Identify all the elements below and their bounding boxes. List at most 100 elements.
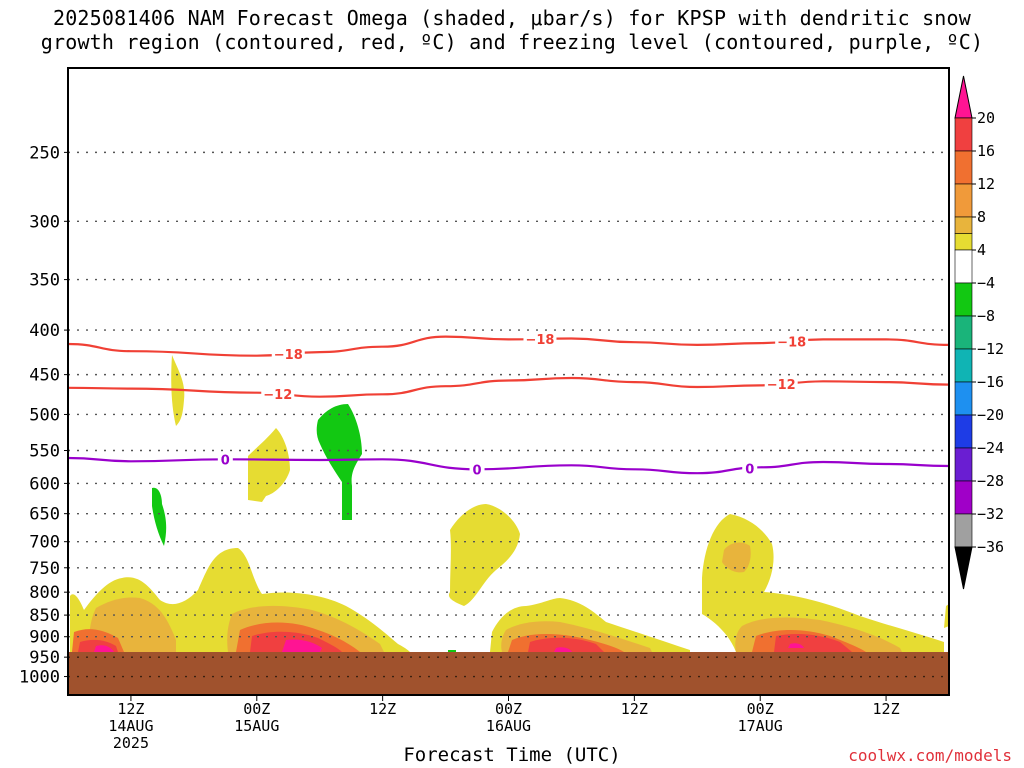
contour-line — [67, 456, 950, 475]
colorbar-label: 20 — [977, 109, 995, 127]
x-tick-label: 12Z — [873, 700, 900, 718]
x-tick-label: 12Z — [117, 700, 144, 718]
pressure-gridlines — [68, 151, 949, 638]
contour-line — [67, 335, 950, 357]
omega-shading — [70, 355, 949, 652]
colorbar-swatch — [954, 233, 973, 251]
colorbar-top-arrow — [954, 75, 973, 119]
x-tick-label: 00Z — [495, 700, 522, 718]
temperature-contours: −18 −18 −18 −12 −12 0 0 0 — [67, 330, 950, 478]
y-tick-label: 300 — [29, 212, 60, 232]
omega-region — [316, 404, 362, 520]
colorbar-swatch — [954, 381, 973, 416]
omega-colorbar: 20 16 12 8 4 −4 −8 −12 −16 −20 −24 −28 −32 −36 — [954, 75, 1004, 590]
omega-region — [702, 514, 944, 652]
contour-label-bg — [742, 460, 758, 476]
y-tick-label: 600 — [29, 474, 60, 494]
contour-label-bg — [523, 330, 557, 346]
y-tick-label: 450 — [29, 366, 60, 386]
omega-region — [448, 650, 456, 652]
contour-label: −18 — [777, 335, 806, 350]
omega-region — [554, 647, 572, 652]
x-tick-label: 00Z — [747, 700, 774, 718]
x-tick-label: 14AUG — [108, 717, 153, 735]
colorbar-swatch — [954, 480, 973, 515]
x-tick-label: 00Z — [243, 700, 270, 718]
contour-label-bg — [261, 386, 295, 402]
colorbar-swatch — [954, 183, 973, 218]
chart-title: 2025081406 NAM Forecast Omega (shaded, μ… — [0, 6, 1024, 54]
colorbar-swatch — [954, 447, 973, 482]
colorbar-label: 8 — [977, 208, 986, 226]
contour-label: −18 — [274, 348, 303, 363]
colorbar-swatch — [954, 216, 973, 234]
contour-line — [67, 376, 950, 398]
x-tick-label: 16AUG — [486, 717, 531, 735]
x-tick-label: 2025 — [113, 734, 149, 752]
x-tick-label: 17AUG — [738, 717, 783, 735]
contour-label: 0 — [745, 462, 754, 477]
omega-region — [152, 487, 167, 546]
omega-region — [944, 604, 949, 628]
y-tick-label: 650 — [29, 505, 60, 525]
contour-label-bg — [469, 461, 485, 477]
contour-label: −12 — [767, 378, 796, 393]
title-line-2: growth region (contoured, red, ºC) and f… — [40, 30, 984, 54]
colorbar-swatch — [954, 282, 973, 317]
contour-label-bg — [775, 333, 809, 349]
y-tick-label: 250 — [29, 143, 60, 163]
colorbar-swatch — [954, 513, 973, 548]
omega-region — [788, 643, 804, 648]
x-tick-label: 12Z — [621, 700, 648, 718]
x-tick-label: 15AUG — [234, 717, 279, 735]
colorbar-label: −8 — [977, 307, 995, 325]
contour-label: −12 — [263, 388, 292, 403]
y-tick-label: 950 — [29, 648, 60, 668]
colorbar-swatch — [954, 348, 973, 383]
colorbar-label: −4 — [977, 274, 995, 292]
colorbar-swatch — [954, 315, 973, 350]
y-tick-label: 350 — [29, 271, 60, 291]
colorbar-label: 12 — [977, 175, 995, 193]
colorbar-swatch — [954, 150, 973, 185]
colorbar-bottom-arrow — [954, 546, 973, 590]
colorbar-swatch — [954, 414, 973, 449]
colorbar-swatch — [954, 117, 973, 152]
contour-label-bg — [217, 451, 233, 467]
contour-label: 0 — [473, 463, 482, 478]
colorbar-label: −20 — [977, 406, 1004, 424]
omega-region — [722, 542, 751, 573]
x-tick-label: 12Z — [369, 700, 396, 718]
colorbar-label: −16 — [977, 373, 1004, 391]
colorbar-label: −36 — [977, 538, 1004, 556]
y-tick-label: 850 — [29, 606, 60, 626]
y-tick-label: 1000 — [19, 668, 60, 688]
colorbar-label: −32 — [977, 505, 1004, 523]
colorbar-label: 4 — [977, 241, 986, 259]
omega-region — [94, 645, 114, 652]
contour-label-bg — [764, 376, 798, 392]
colorbar-label: −12 — [977, 340, 1004, 358]
omega-region — [248, 428, 290, 502]
y-tick-label: 550 — [29, 442, 60, 462]
y-tick-label: 750 — [29, 559, 60, 579]
ground-fill — [68, 652, 949, 695]
pressure-axis: 2503003504004505005506006507007508008509… — [19, 143, 68, 688]
contour-label: 0 — [221, 453, 230, 468]
title-line-1: 2025081406 NAM Forecast Omega (shaded, μ… — [52, 6, 972, 30]
y-tick-label: 700 — [29, 533, 60, 553]
colorbar-label: −24 — [977, 439, 1004, 457]
colorbar-label: −28 — [977, 472, 1004, 490]
omega-region — [528, 637, 604, 652]
y-tick-label: 400 — [29, 321, 60, 341]
y-tick-label: 800 — [29, 583, 60, 603]
y-tick-label: 900 — [29, 628, 60, 648]
colorbar-label: 16 — [977, 142, 995, 160]
omega-region — [282, 639, 322, 652]
y-tick-label: 500 — [29, 405, 60, 425]
credit-link[interactable]: coolwx.com/models — [848, 746, 1012, 765]
omega-region — [448, 504, 520, 606]
colorbar-swatch — [954, 249, 973, 284]
